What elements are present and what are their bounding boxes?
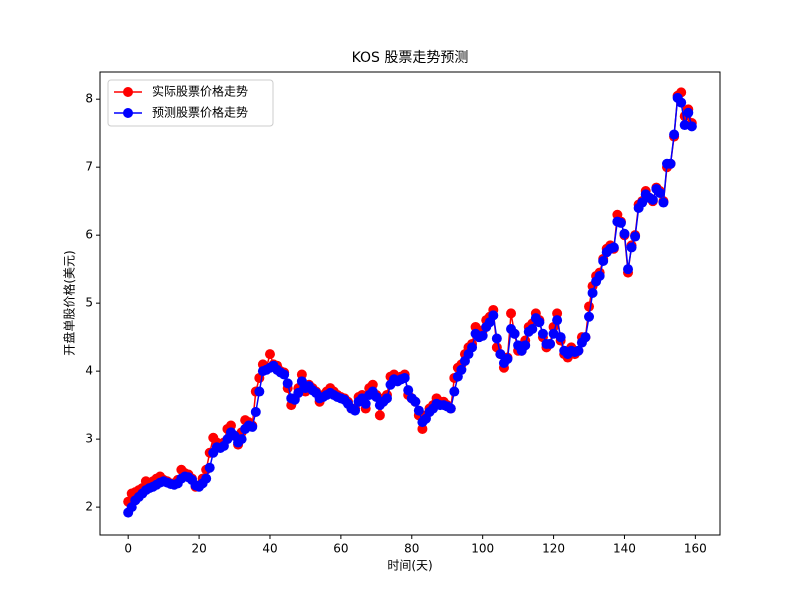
x-tick-label: 20 [191, 542, 206, 556]
data-point [676, 97, 687, 108]
data-point [615, 217, 626, 228]
data-point [350, 405, 361, 416]
data-point [488, 310, 499, 321]
data-point [630, 231, 641, 242]
x-tick-label: 60 [333, 542, 348, 556]
legend-marker [123, 108, 133, 118]
data-point [254, 386, 265, 397]
data-point [502, 353, 513, 364]
data-point [201, 473, 212, 484]
data-point [619, 228, 630, 239]
x-tick-label: 160 [684, 542, 707, 556]
y-tick-label: 6 [85, 228, 93, 242]
data-point [637, 197, 648, 208]
x-tick-label: 140 [613, 542, 636, 556]
data-point [467, 342, 478, 353]
data-point [608, 242, 619, 253]
data-point [686, 121, 697, 132]
data-point [584, 311, 595, 322]
x-tick-label: 120 [542, 542, 565, 556]
legend-label: 实际股票价格走势 [152, 84, 248, 99]
data-point [555, 332, 566, 343]
y-tick-label: 2 [85, 500, 93, 514]
x-tick-label: 80 [404, 542, 419, 556]
legend-label: 预测股票价格走势 [152, 105, 248, 120]
data-point [509, 328, 520, 339]
data-point [545, 338, 556, 349]
data-point [399, 372, 410, 383]
data-point [584, 301, 595, 312]
data-point [247, 421, 258, 432]
data-point [594, 270, 605, 281]
data-point [250, 406, 261, 417]
data-point [580, 332, 591, 343]
data-point [658, 197, 669, 208]
data-point [598, 256, 609, 267]
y-tick-label: 5 [85, 296, 93, 310]
data-point [360, 398, 371, 409]
data-point [371, 391, 382, 402]
x-tick-label: 100 [471, 542, 494, 556]
data-point [654, 188, 665, 199]
data-point [534, 317, 545, 328]
x-tick-label: 0 [124, 542, 132, 556]
data-point [683, 107, 694, 118]
data-point [527, 323, 538, 334]
data-point [520, 340, 531, 351]
data-point [236, 434, 247, 445]
chart-title: KOS 股票走势预测 [352, 50, 469, 66]
data-point [445, 403, 456, 414]
data-point [449, 386, 460, 397]
legend-marker [123, 87, 133, 97]
plot-frame [99, 71, 721, 536]
data-point [403, 385, 414, 396]
data-point [204, 462, 215, 473]
data-point [573, 345, 584, 356]
data-point [374, 410, 385, 421]
data-point [552, 315, 563, 326]
y-tick-label: 4 [85, 364, 93, 378]
data-point [456, 364, 467, 375]
data-point [282, 378, 293, 389]
data-point [623, 264, 634, 275]
data-point [587, 287, 598, 298]
legend-box [107, 79, 274, 127]
x-axis-label: 时间(天) [387, 559, 432, 573]
y-tick-label: 7 [85, 160, 93, 174]
data-point [537, 328, 548, 339]
data-point [665, 158, 676, 169]
y-tick-label: 8 [85, 92, 93, 106]
data-point [669, 129, 680, 140]
data-point [506, 308, 517, 319]
y-tick-label: 3 [85, 432, 93, 446]
data-point [410, 396, 421, 407]
data-point [381, 393, 392, 404]
data-point [293, 387, 304, 398]
y-axis-label: 开盘单股价格(美元) [62, 250, 77, 355]
data-point [413, 405, 424, 416]
data-point [491, 333, 502, 344]
x-tick-label: 40 [262, 542, 277, 556]
data-point [495, 349, 506, 360]
data-point [279, 369, 290, 380]
data-point [477, 330, 488, 341]
data-point [626, 242, 637, 253]
data-point [264, 349, 275, 360]
data-point [647, 194, 658, 205]
